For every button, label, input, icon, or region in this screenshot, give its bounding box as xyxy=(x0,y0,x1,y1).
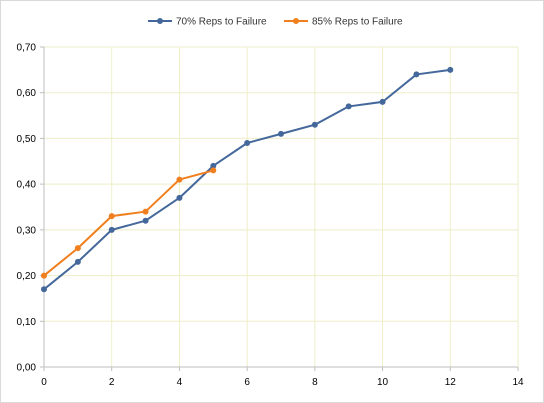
data-point xyxy=(142,217,149,224)
y-tick-label: 0,60 xyxy=(17,88,37,99)
tick-labels: 0,00 0,10 0,20 0,30 0,40 0,50 0,60 0,70 0 2 4 6 8 10 1… xyxy=(17,43,524,389)
data-point xyxy=(311,121,318,128)
x-tick-label: 4 xyxy=(177,377,183,388)
data-point xyxy=(74,245,81,252)
legend-marker xyxy=(293,18,299,24)
y-tick-label: 0,00 xyxy=(17,363,37,374)
series xyxy=(41,66,454,293)
x-tick-label: 12 xyxy=(445,377,457,388)
legend-label: 85% Reps to Failure xyxy=(312,17,403,28)
data-point xyxy=(244,140,251,146)
y-tick-label: 0,70 xyxy=(17,43,37,54)
x-tick-label: 0 xyxy=(41,377,47,388)
series-line xyxy=(43,169,214,277)
x-tick-label: 8 xyxy=(312,377,318,388)
data-point xyxy=(210,162,217,169)
data-point xyxy=(142,208,149,215)
data-point xyxy=(413,71,420,78)
x-tick-label: 6 xyxy=(244,377,250,388)
y-tick-label: 0,10 xyxy=(17,317,37,328)
y-tick-label: 0,50 xyxy=(17,134,37,145)
x-tick-label: 10 xyxy=(377,377,389,388)
y-tick-label: 0,40 xyxy=(17,180,37,191)
grid xyxy=(44,46,519,367)
data-point xyxy=(278,130,284,137)
data-point xyxy=(41,272,47,279)
legend-item-1: 70% Reps to Failure xyxy=(148,17,267,28)
data-point xyxy=(176,194,183,201)
data-point xyxy=(345,103,352,110)
data-point xyxy=(41,286,47,293)
y-tick-label: 0,20 xyxy=(17,271,37,282)
data-point xyxy=(176,176,183,183)
x-tick-label: 14 xyxy=(512,377,524,388)
data-point xyxy=(74,258,81,265)
data-point xyxy=(108,226,115,233)
series-1 xyxy=(41,66,454,293)
legend: 70% Reps to Failure 85% Reps to Failure xyxy=(148,17,403,28)
legend-label: 70% Reps to Failure xyxy=(176,17,267,28)
x-tick-label: 2 xyxy=(109,377,115,388)
data-point xyxy=(447,66,454,73)
data-point xyxy=(210,167,217,174)
legend-item-2: 85% Reps to Failure xyxy=(284,17,403,28)
y-tick-label: 0,30 xyxy=(17,225,37,236)
legend-marker xyxy=(157,18,163,24)
series-2 xyxy=(41,167,217,279)
data-point xyxy=(379,98,386,105)
data-point xyxy=(108,213,115,220)
